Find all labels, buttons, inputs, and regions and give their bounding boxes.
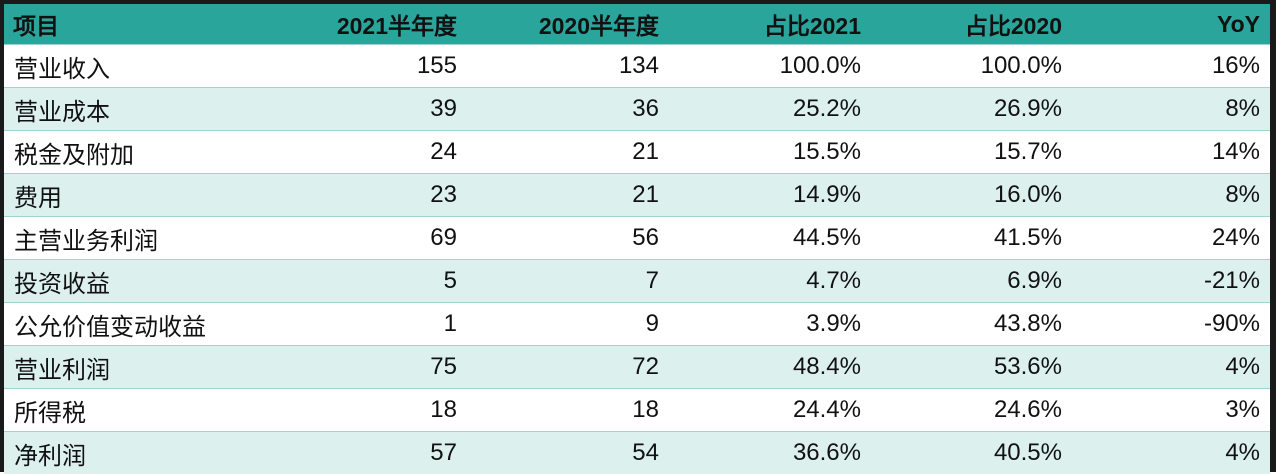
cell-2021: 18 <box>266 389 467 432</box>
row-label: 营业成本 <box>4 88 266 131</box>
cell-2020: 134 <box>467 45 669 88</box>
table-row: 主营业务利润 69 56 44.5% 41.5% 24% <box>4 217 1270 260</box>
cell-yoy: 4% <box>1072 346 1270 389</box>
cell-2021: 23 <box>266 174 467 217</box>
cell-share-2020: 53.6% <box>871 346 1072 389</box>
cell-share-2021: 24.4% <box>669 389 871 432</box>
cell-share-2021: 25.2% <box>669 88 871 131</box>
cell-share-2021: 36.6% <box>669 432 871 474</box>
cell-share-2020: 15.7% <box>871 131 1072 174</box>
cell-2020: 36 <box>467 88 669 131</box>
cell-share-2020: 40.5% <box>871 432 1072 474</box>
row-label: 营业利润 <box>4 346 266 389</box>
cell-share-2020: 100.0% <box>871 45 1072 88</box>
cell-yoy: -90% <box>1072 303 1270 346</box>
row-label: 投资收益 <box>4 260 266 303</box>
cell-share-2020: 16.0% <box>871 174 1072 217</box>
cell-2020: 72 <box>467 346 669 389</box>
cell-2020: 21 <box>467 131 669 174</box>
header-2020-half-year: 2020半年度 <box>467 4 669 45</box>
cell-2021: 24 <box>266 131 467 174</box>
cell-2021: 155 <box>266 45 467 88</box>
cell-share-2020: 43.8% <box>871 303 1072 346</box>
cell-yoy: -21% <box>1072 260 1270 303</box>
cell-2021: 1 <box>266 303 467 346</box>
row-label: 主营业务利润 <box>4 217 266 260</box>
table-row: 净利润 57 54 36.6% 40.5% 4% <box>4 432 1270 474</box>
cell-share-2020: 6.9% <box>871 260 1072 303</box>
row-label: 净利润 <box>4 432 266 474</box>
cell-2020: 9 <box>467 303 669 346</box>
row-label: 税金及附加 <box>4 131 266 174</box>
header-yoy: YoY <box>1072 4 1270 45</box>
cell-yoy: 3% <box>1072 389 1270 432</box>
cell-yoy: 14% <box>1072 131 1270 174</box>
cell-2020: 18 <box>467 389 669 432</box>
table-row: 营业成本 39 36 25.2% 26.9% 8% <box>4 88 1270 131</box>
row-label: 营业收入 <box>4 45 266 88</box>
table-row: 所得税 18 18 24.4% 24.6% 3% <box>4 389 1270 432</box>
cell-share-2020: 41.5% <box>871 217 1072 260</box>
financial-table: 项目 2021半年度 2020半年度 占比2021 占比2020 YoY 营业收… <box>4 4 1270 474</box>
cell-share-2021: 3.9% <box>669 303 871 346</box>
cell-2020: 7 <box>467 260 669 303</box>
cell-share-2021: 100.0% <box>669 45 871 88</box>
cell-share-2020: 24.6% <box>871 389 1072 432</box>
cell-2020: 21 <box>467 174 669 217</box>
cell-2020: 56 <box>467 217 669 260</box>
cell-yoy: 4% <box>1072 432 1270 474</box>
cell-2021: 57 <box>266 432 467 474</box>
cell-yoy: 24% <box>1072 217 1270 260</box>
table-row: 税金及附加 24 21 15.5% 15.7% 14% <box>4 131 1270 174</box>
cell-2021: 5 <box>266 260 467 303</box>
cell-share-2021: 14.9% <box>669 174 871 217</box>
cell-2021: 69 <box>266 217 467 260</box>
row-label: 公允价值变动收益 <box>4 303 266 346</box>
table-row: 营业收入 155 134 100.0% 100.0% 16% <box>4 45 1270 88</box>
cell-yoy: 8% <box>1072 88 1270 131</box>
cell-yoy: 16% <box>1072 45 1270 88</box>
header-item: 项目 <box>4 4 266 45</box>
table-row: 投资收益 5 7 4.7% 6.9% -21% <box>4 260 1270 303</box>
cell-2021: 39 <box>266 88 467 131</box>
cell-share-2021: 48.4% <box>669 346 871 389</box>
table-row: 费用 23 21 14.9% 16.0% 8% <box>4 174 1270 217</box>
header-share-2021: 占比2021 <box>669 4 871 45</box>
header-2021-half-year: 2021半年度 <box>266 4 467 45</box>
cell-share-2020: 26.9% <box>871 88 1072 131</box>
cell-2020: 54 <box>467 432 669 474</box>
cell-share-2021: 15.5% <box>669 131 871 174</box>
cell-2021: 75 <box>266 346 467 389</box>
cell-yoy: 8% <box>1072 174 1270 217</box>
header-row: 项目 2021半年度 2020半年度 占比2021 占比2020 YoY <box>4 4 1270 45</box>
cell-share-2021: 4.7% <box>669 260 871 303</box>
table-row: 公允价值变动收益 1 9 3.9% 43.8% -90% <box>4 303 1270 346</box>
header-share-2020: 占比2020 <box>871 4 1072 45</box>
row-label: 费用 <box>4 174 266 217</box>
cell-share-2021: 44.5% <box>669 217 871 260</box>
table-row: 营业利润 75 72 48.4% 53.6% 4% <box>4 346 1270 389</box>
row-label: 所得税 <box>4 389 266 432</box>
